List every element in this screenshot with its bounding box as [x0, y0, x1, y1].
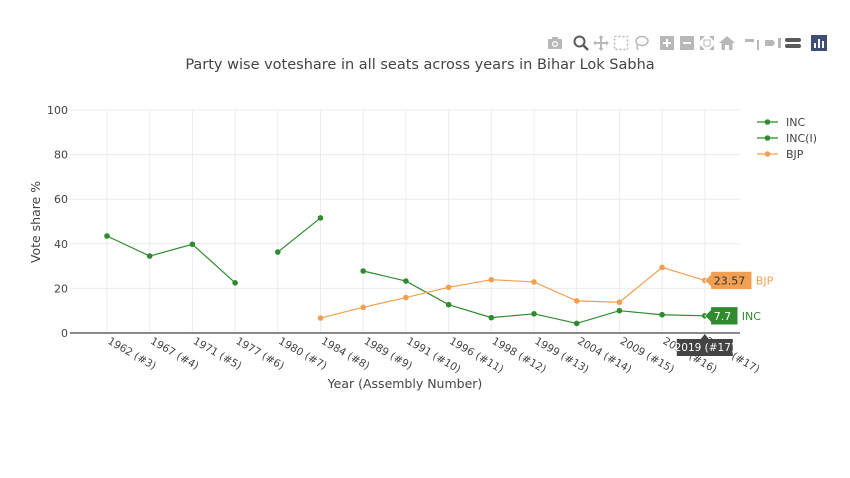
series-line-bjp	[320, 266, 705, 319]
hover-label-name: BJP	[756, 274, 774, 287]
legend-swatch-marker	[764, 135, 771, 141]
data-point	[659, 311, 665, 318]
zoom-in-icon[interactable]	[658, 34, 676, 52]
hover-label-box	[704, 271, 753, 290]
hover-label-name: INC	[742, 310, 761, 323]
y-tick-label: 40	[54, 238, 68, 251]
data-point	[232, 280, 238, 286]
data-point	[189, 241, 196, 248]
data-point	[488, 314, 495, 321]
data-point	[317, 315, 324, 321]
data-point	[616, 299, 623, 306]
hover-closest-icon[interactable]	[764, 34, 782, 52]
hover-label-value: 7.7	[714, 310, 732, 323]
box-select-icon[interactable]	[612, 34, 630, 52]
legend-item-label: INC(I)	[786, 132, 817, 145]
camera-icon[interactable]	[546, 34, 564, 52]
chart-title: Party wise voteshare in all seats across…	[185, 57, 654, 73]
data-point	[616, 307, 623, 314]
data-point	[360, 268, 367, 274]
zoom-out-icon[interactable]	[678, 34, 696, 52]
data-point	[531, 279, 537, 285]
legend-swatch-marker	[764, 151, 771, 157]
y-tick-label: 60	[54, 193, 68, 206]
spike-lines-icon[interactable]	[744, 34, 762, 52]
data-point	[445, 301, 452, 308]
zoom-icon[interactable]	[572, 34, 590, 52]
pan-icon[interactable]	[592, 34, 610, 52]
data-point	[275, 249, 281, 255]
data-point	[360, 304, 367, 311]
data-point	[403, 294, 409, 301]
modebar	[546, 34, 830, 52]
hover-label-value: 23.57	[714, 274, 746, 287]
data-point	[659, 264, 665, 271]
legend-swatch-marker	[764, 119, 771, 125]
y-tick-label: 100	[47, 104, 68, 117]
home-icon[interactable]	[718, 34, 736, 52]
data-point	[531, 311, 537, 317]
hover-label-box	[704, 306, 739, 326]
y-tick-label: 0	[61, 327, 68, 340]
data-point	[403, 278, 409, 284]
series-line-inc	[106, 235, 236, 284]
hover-compare-icon[interactable]	[784, 34, 802, 52]
x-axis-title: Year (Assembly Number)	[327, 376, 483, 391]
y-axis-title: Vote share %	[28, 181, 43, 263]
autoscale-icon[interactable]	[698, 34, 716, 52]
hover-x-label: 2019 (#17)	[675, 342, 735, 354]
series-line-inci	[277, 217, 321, 253]
hover-x-label-box	[676, 339, 733, 356]
legend-item-label: BJP	[786, 148, 804, 161]
legend-item-label: INC	[786, 116, 805, 129]
data-point	[146, 253, 153, 259]
data-point	[573, 320, 580, 327]
plotly-logo-icon[interactable]	[810, 34, 828, 52]
data-point	[104, 233, 110, 239]
y-tick-label: 80	[54, 149, 68, 162]
lasso-icon[interactable]	[632, 34, 650, 52]
data-point	[445, 284, 452, 291]
data-point	[488, 276, 495, 283]
data-point	[573, 298, 580, 304]
data-point	[317, 215, 324, 221]
y-tick-label: 20	[54, 282, 68, 295]
hover-x-label-pointer	[700, 334, 709, 339]
